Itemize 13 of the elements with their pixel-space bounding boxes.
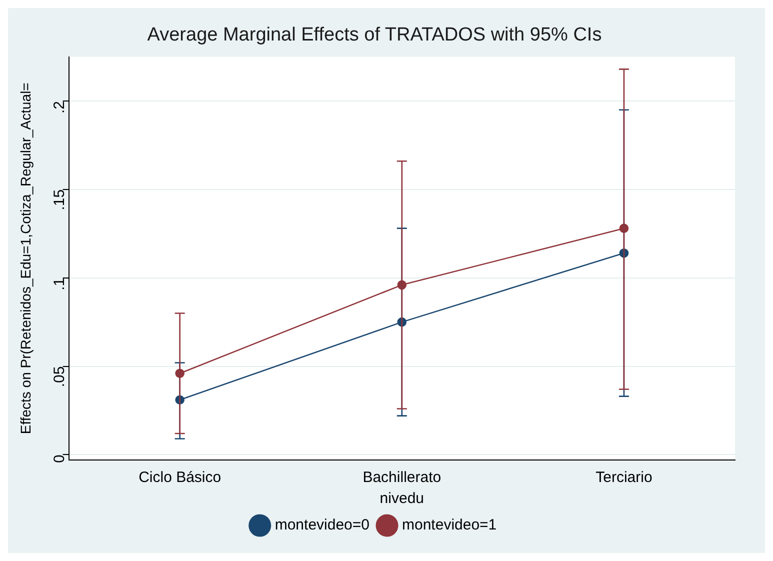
legend-label: montevideo=1 [402, 516, 497, 534]
y-tick-label: 0 [50, 454, 68, 464]
x-tick-label: Terciario [596, 469, 652, 486]
x-axis-title: nivedu [380, 490, 424, 508]
y-tick-label: .1 [50, 278, 68, 290]
y-tick-label: .05 [50, 366, 68, 388]
y-tick-label: .2 [50, 101, 68, 114]
chart-title: Average Marginal Effects of TRATADOS with 95% CIs [147, 24, 602, 46]
x-tick-label: Ciclo Básico [138, 469, 222, 486]
y-tick-label: .15 [50, 189, 68, 210]
y-axis-title: Effects on Pr(Retenidos_Edu=1,Cotiza_Regular_Actual= [17, 82, 34, 434]
x-tick-label: Bachillerato [362, 469, 442, 486]
legend-label: montevideo=0 [274, 516, 370, 534]
